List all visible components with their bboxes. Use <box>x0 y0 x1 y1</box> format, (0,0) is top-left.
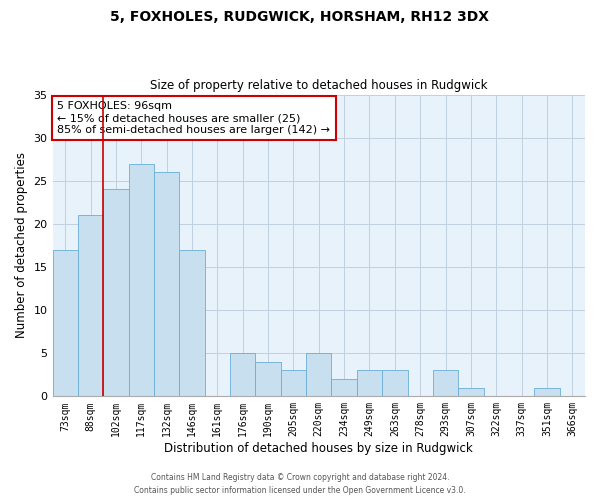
Bar <box>331 379 357 396</box>
Bar <box>382 370 407 396</box>
Bar <box>103 190 128 396</box>
Bar <box>433 370 458 396</box>
Title: Size of property relative to detached houses in Rudgwick: Size of property relative to detached ho… <box>150 79 488 92</box>
Text: Contains HM Land Registry data © Crown copyright and database right 2024.
Contai: Contains HM Land Registry data © Crown c… <box>134 474 466 495</box>
Bar <box>306 353 331 397</box>
Bar <box>256 362 281 396</box>
Text: 5 FOXHOLES: 96sqm
← 15% of detached houses are smaller (25)
85% of semi-detached: 5 FOXHOLES: 96sqm ← 15% of detached hous… <box>57 102 330 134</box>
Bar <box>534 388 560 396</box>
Bar <box>357 370 382 396</box>
Bar <box>281 370 306 396</box>
Bar <box>458 388 484 396</box>
Bar <box>78 216 103 396</box>
X-axis label: Distribution of detached houses by size in Rudgwick: Distribution of detached houses by size … <box>164 442 473 455</box>
Y-axis label: Number of detached properties: Number of detached properties <box>15 152 28 338</box>
Bar <box>230 353 256 397</box>
Text: 5, FOXHOLES, RUDGWICK, HORSHAM, RH12 3DX: 5, FOXHOLES, RUDGWICK, HORSHAM, RH12 3DX <box>110 10 490 24</box>
Bar <box>154 172 179 396</box>
Bar <box>53 250 78 396</box>
Bar <box>179 250 205 396</box>
Bar <box>128 164 154 396</box>
